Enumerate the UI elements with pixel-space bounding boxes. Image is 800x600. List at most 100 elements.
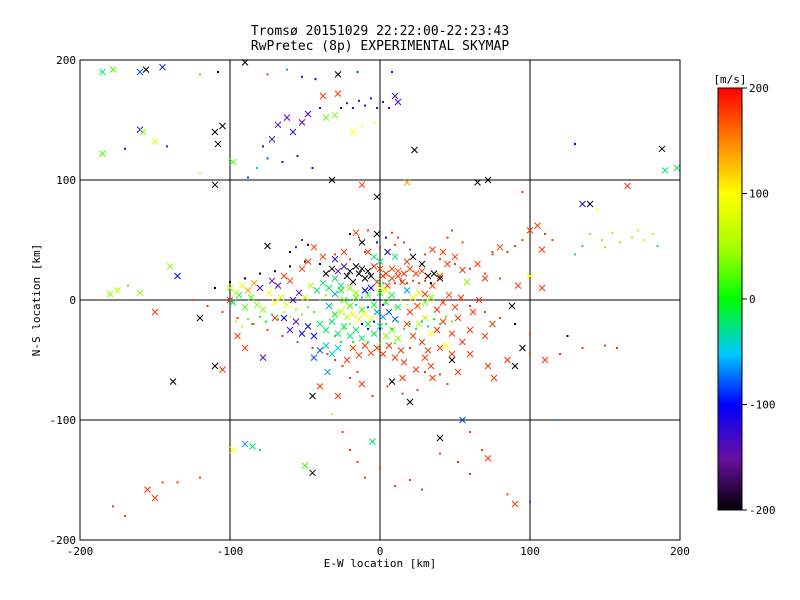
data-point xyxy=(361,287,369,294)
data-point xyxy=(586,200,594,208)
data-point xyxy=(337,282,345,289)
data-point xyxy=(388,296,390,299)
data-point xyxy=(316,347,324,354)
data-point xyxy=(406,282,408,285)
data-point xyxy=(397,320,399,323)
data-point xyxy=(418,338,426,346)
data-point xyxy=(566,335,569,337)
data-point xyxy=(313,311,315,313)
y-tick-label: 200 xyxy=(56,54,76,67)
data-point xyxy=(159,63,166,71)
data-point xyxy=(319,92,327,100)
data-point xyxy=(364,267,372,275)
data-point xyxy=(433,318,435,321)
data-point xyxy=(391,354,399,361)
data-point xyxy=(289,251,291,253)
data-point xyxy=(206,305,209,307)
data-point xyxy=(379,342,381,345)
data-point xyxy=(439,323,441,325)
data-point xyxy=(367,349,375,357)
data-point xyxy=(229,299,237,306)
data-point xyxy=(418,306,420,309)
data-point xyxy=(427,362,435,370)
data-point xyxy=(538,246,546,253)
data-point xyxy=(394,303,402,311)
data-point xyxy=(356,461,359,463)
data-point xyxy=(334,344,342,352)
data-point xyxy=(656,245,659,247)
data-point xyxy=(265,289,273,297)
data-point xyxy=(307,243,309,246)
data-point xyxy=(232,289,240,297)
data-points xyxy=(99,59,681,517)
colorbar-tick-label: -100 xyxy=(749,399,776,412)
data-point xyxy=(349,311,357,318)
data-point xyxy=(241,344,249,352)
data-point xyxy=(459,416,466,424)
colorbar-tick-label: 0 xyxy=(749,293,756,306)
data-point xyxy=(491,253,494,256)
data-point xyxy=(346,284,354,292)
data-point xyxy=(211,128,219,136)
data-point xyxy=(271,313,273,316)
data-point xyxy=(446,236,449,239)
data-point xyxy=(358,265,366,273)
data-point xyxy=(151,494,159,502)
data-point xyxy=(384,282,391,289)
data-point xyxy=(331,303,333,306)
data-point xyxy=(418,282,420,285)
data-point xyxy=(412,270,420,277)
data-point xyxy=(124,515,126,517)
data-point xyxy=(310,243,318,251)
data-point xyxy=(382,282,384,285)
data-point xyxy=(241,303,249,311)
data-point xyxy=(504,356,511,364)
data-point xyxy=(325,294,327,297)
data-point xyxy=(191,299,194,301)
data-point xyxy=(274,282,282,289)
data-point xyxy=(394,282,396,285)
data-point xyxy=(304,260,306,263)
data-point xyxy=(277,294,285,301)
data-point xyxy=(385,342,393,349)
data-point xyxy=(136,289,144,297)
data-point xyxy=(489,320,496,328)
data-point xyxy=(337,287,345,294)
data-point xyxy=(406,303,408,306)
data-point xyxy=(411,146,418,154)
data-point xyxy=(352,294,360,301)
data-point xyxy=(391,231,393,234)
data-point xyxy=(382,332,390,340)
data-point xyxy=(373,308,381,316)
data-point xyxy=(521,191,524,193)
data-point xyxy=(581,347,584,349)
data-point xyxy=(481,449,483,451)
data-point xyxy=(415,289,423,297)
data-point xyxy=(394,306,396,309)
data-point xyxy=(433,306,441,313)
data-point xyxy=(281,161,284,163)
data-point xyxy=(256,167,258,169)
data-point xyxy=(514,245,516,247)
data-point xyxy=(283,311,285,313)
data-point xyxy=(322,270,330,277)
data-point xyxy=(370,330,378,337)
data-point xyxy=(340,296,348,304)
data-point xyxy=(295,308,297,311)
x-axis-ticks: -200 -100 0 100 200 xyxy=(67,60,690,558)
data-point xyxy=(266,73,269,76)
data-point xyxy=(439,299,447,306)
data-point xyxy=(301,294,309,301)
data-point xyxy=(298,265,306,273)
data-point xyxy=(268,277,276,285)
data-point xyxy=(364,248,372,256)
data-point xyxy=(331,255,339,263)
data-point xyxy=(256,284,264,292)
data-point xyxy=(424,253,426,256)
data-point xyxy=(136,68,144,76)
data-point xyxy=(311,167,314,169)
data-point xyxy=(421,488,423,491)
data-point xyxy=(469,473,471,475)
data-point xyxy=(424,279,426,282)
